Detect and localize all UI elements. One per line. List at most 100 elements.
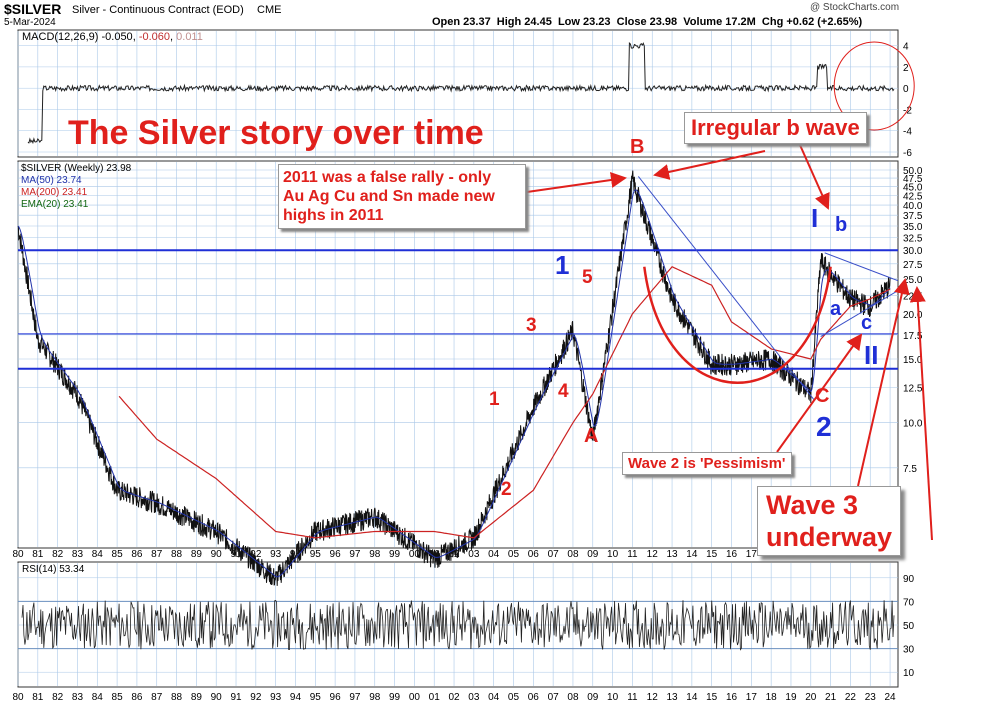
x-tick-label: 99	[389, 549, 401, 560]
annotation-arrow	[653, 150, 766, 180]
wave-label-b: b	[835, 214, 848, 236]
x-tick-label: 94	[290, 549, 302, 560]
price-y-tick-label: 32.5	[903, 234, 923, 245]
x-tick-label-bottom: 92	[250, 692, 262, 703]
exchange-label: CME	[257, 4, 282, 16]
price-y-tick-label: 47.5	[903, 174, 923, 185]
x-tick-label: 05	[508, 549, 520, 560]
price-y-tick-label: 20.0	[903, 310, 923, 321]
legend-ma50: MA(50) 23.74	[21, 175, 82, 186]
x-tick-label: 83	[72, 549, 84, 560]
x-tick-label-bottom: 97	[349, 692, 361, 703]
macd-label: MACD(12,26,9)	[22, 31, 99, 43]
x-tick-label: 12	[647, 549, 659, 560]
x-tick-label-bottom: 03	[468, 692, 480, 703]
price-y-tick-label: 17.5	[903, 331, 923, 342]
macd-y-tick-label: 4	[903, 42, 909, 53]
price-y-tick-label: 10.0	[903, 419, 923, 430]
annotation-arrow	[776, 333, 863, 453]
x-tick-label-bottom: 83	[72, 692, 84, 703]
x-tick-label-bottom: 11	[627, 692, 638, 703]
macd-value-1: -0.050	[101, 31, 133, 43]
x-tick-label-bottom: 01	[429, 692, 441, 703]
false-rally-line-1: 2011 was a false rally - only	[283, 169, 492, 186]
price-y-tick-label: 42.5	[903, 192, 923, 203]
x-tick-label: 84	[92, 549, 104, 560]
x-tick-label-bottom: 02	[448, 692, 460, 703]
x-tick-label-bottom: 91	[230, 692, 242, 703]
rsi-y-tick-label: 10	[903, 668, 915, 679]
x-tick-label: 16	[726, 549, 738, 560]
wave-label-blue-2: 2	[816, 411, 832, 442]
irregular-b-note: Irregular b wave	[684, 112, 867, 144]
x-tick-label-bottom: 86	[131, 692, 143, 703]
x-tick-label-bottom: 12	[647, 692, 659, 703]
price-series-line	[17, 170, 891, 586]
cup-arc	[643, 266, 832, 385]
wave-label-blue-1: 1	[555, 250, 570, 280]
x-tick-label: 81	[32, 549, 44, 560]
macd-line	[27, 41, 895, 145]
x-tick-label-bottom: 08	[567, 692, 579, 703]
false-rally-note: 2011 was a false rally - only Au Ag Cu a…	[278, 164, 526, 229]
x-tick-label-bottom: 99	[389, 692, 401, 703]
price-y-tick-label: 15.0	[903, 355, 923, 366]
x-tick-label-bottom: 07	[548, 692, 560, 703]
description-label: Silver - Continuous Contract (EOD)	[72, 4, 244, 16]
price-y-tick-label: 25.0	[903, 275, 923, 286]
wave-label-blue-II: II	[864, 340, 879, 370]
wave-label-C: C	[815, 385, 830, 407]
x-tick-label-bottom: 96	[330, 692, 342, 703]
annotation-arrow	[799, 144, 830, 210]
price-y-tick-label: 40.0	[903, 201, 923, 212]
x-tick-label-bottom: 80	[12, 692, 24, 703]
wave-label-a: a	[830, 298, 842, 320]
rsi-label: RSI(14) 53.34	[22, 564, 85, 575]
macd-y-tick-label: -6	[903, 148, 912, 159]
triangle-lower-line	[820, 290, 899, 338]
price-y-tick-label: 12.5	[903, 384, 923, 395]
x-tick-label: 85	[112, 549, 124, 560]
x-tick-label-bottom: 90	[211, 692, 223, 703]
macd-legend: MACD(12,26,9) -0.050, -0.060, 0.011	[22, 31, 203, 43]
x-tick-label: 13	[666, 549, 678, 560]
chart-title: The Silver story over time	[68, 114, 484, 152]
wave-label-red-1: 1	[489, 389, 500, 410]
rsi-line	[21, 600, 895, 651]
x-tick-label: 80	[12, 549, 24, 560]
x-tick-label: 17	[746, 549, 758, 560]
price-y-tick-label: 27.5	[903, 260, 923, 271]
date-label: 5-Mar-2024	[4, 17, 56, 28]
legend-ema20: EMA(20) 23.41	[21, 199, 89, 210]
x-tick-label-bottom: 00	[409, 692, 421, 703]
x-tick-label-bottom: 14	[686, 692, 698, 703]
rsi-y-tick-label: 30	[903, 645, 915, 656]
macd-y-tick-label: -4	[903, 127, 912, 138]
x-tick-label-bottom: 13	[666, 692, 678, 703]
wave-label-red-4: 4	[558, 381, 569, 402]
x-tick-label: 03	[468, 549, 480, 560]
wave3-line-2: underway	[766, 522, 893, 552]
x-tick-label: 10	[607, 549, 619, 560]
price-y-tick-label: 7.5	[903, 464, 917, 475]
x-tick-label-bottom: 93	[270, 692, 282, 703]
rsi-y-tick-label: 50	[903, 621, 915, 632]
x-tick-label-bottom: 17	[746, 692, 758, 703]
x-tick-label-bottom: 20	[805, 692, 817, 703]
wave-label-A: A	[584, 425, 599, 447]
x-tick-label-bottom: 82	[52, 692, 64, 703]
x-tick-label: 09	[587, 549, 599, 560]
x-tick-label: 15	[706, 549, 718, 560]
false-rally-line-2: Au Ag Cu and Sn made new	[283, 188, 495, 205]
x-tick-label: 87	[151, 549, 163, 560]
x-tick-label: 08	[567, 549, 579, 560]
x-tick-label: 00	[409, 549, 421, 560]
x-tick-label-bottom: 18	[766, 692, 778, 703]
x-tick-label-bottom: 05	[508, 692, 520, 703]
price-y-tick-label: 30.0	[903, 246, 923, 257]
x-tick-label: 89	[191, 549, 203, 560]
x-tick-label-bottom: 04	[488, 692, 500, 703]
x-tick-label: 82	[52, 549, 64, 560]
